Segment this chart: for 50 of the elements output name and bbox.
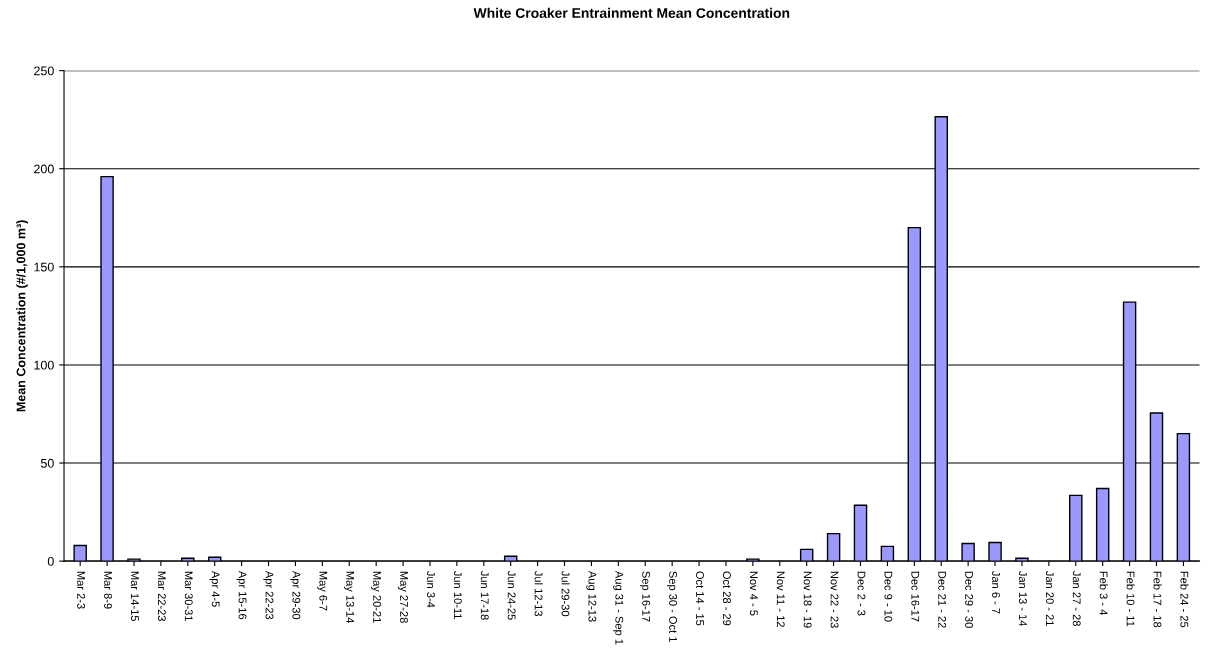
y-tick-label: 200 — [34, 164, 54, 174]
x-tick-label: Mar 2-3 — [77, 571, 86, 609]
x-tick-label: Jul 29-30 — [561, 571, 570, 617]
x-tick-label: Feb 17 - 18 — [1153, 571, 1162, 628]
x-tick-label: Nov 22 - 23 — [830, 571, 839, 628]
x-tick-label: Feb 3 - 4 — [1099, 571, 1108, 615]
x-tick-label: Apr 15-16 — [236, 570, 247, 620]
chart-title: White Croaker Entrainment Mean Concentration — [473, 7, 790, 18]
y-tick-label: 150 — [34, 262, 54, 272]
x-tick-label: Apr 4-5 — [209, 570, 220, 607]
x-tick-label: Jun 17-18 — [480, 571, 489, 620]
x-tick-label: Jun 3-4 — [426, 571, 435, 608]
x-tick-label: Nov 4 - 5 — [749, 571, 758, 616]
x-tick-label: Jul 12-13 — [534, 571, 543, 617]
x-tick-label: Mar 8-9 — [104, 571, 112, 609]
x-tick-label: May 27-28 — [397, 571, 408, 623]
x-tick-label: Nov 11 - 12 — [776, 571, 785, 627]
x-tick-label: Jan 20 - 21 — [1045, 571, 1054, 626]
y-tick-label: 100 — [34, 360, 54, 370]
x-tick-label: Oct 28 - 29 — [722, 571, 731, 626]
x-tick-label: Jan 6 - 7 — [992, 571, 1000, 614]
x-tick-label: Dec 16-17 — [911, 571, 920, 622]
x-tick-label: Apr 29-30 — [290, 570, 301, 620]
x-tick-label: Dec 2 - 3 — [857, 571, 866, 616]
x-tick-label: May 20-21 — [370, 571, 382, 623]
y-tick-label: 0 — [47, 556, 54, 566]
x-tick-label: Dec 29 - 30 — [965, 571, 974, 628]
x-tick-label: Mar 30-31 — [184, 571, 193, 621]
x-tick-label: Jun 10-11 — [453, 571, 462, 619]
x-tick-label: Jun 24-25 — [507, 571, 516, 620]
x-tick-label: Dec 21 - 22 — [938, 571, 947, 628]
x-tick-label: Dec 9 - 10 — [884, 571, 893, 622]
x-tick-label: Aug 12-13 — [586, 570, 597, 622]
x-tick-label: Jan 13 - 14 — [1018, 571, 1027, 627]
y-tick-label: 250 — [34, 66, 54, 76]
x-tick-label: Feb 10 - 11 — [1126, 571, 1135, 627]
x-tick-label: Apr 22-23 — [263, 570, 274, 620]
x-tick-label: Mar 14-15 — [131, 571, 139, 622]
x-tick-label: May 13-14 — [344, 571, 355, 624]
x-tick-label: Aug 31 - Sep 1 — [613, 570, 624, 645]
x-tick-label: Nov 18 - 19 — [803, 571, 812, 628]
x-tick-label: Jan 27 - 28 — [1072, 571, 1081, 626]
x-tick-label: Oct 14 - 15 — [696, 571, 704, 626]
y-axis-title: Mean Concentration (#/1,000 m³) — [16, 220, 28, 412]
x-tick-label: May 6-7 — [317, 571, 328, 611]
x-tick-label: Sep 30 - Oct 1 — [666, 571, 678, 642]
y-tick-label: 50 — [40, 458, 54, 468]
x-tick-label: Feb 24 - 25 — [1180, 571, 1189, 628]
x-tick-label: Sep 16-17 — [640, 571, 651, 622]
x-tick-label: Mar 22-23 — [157, 571, 166, 622]
